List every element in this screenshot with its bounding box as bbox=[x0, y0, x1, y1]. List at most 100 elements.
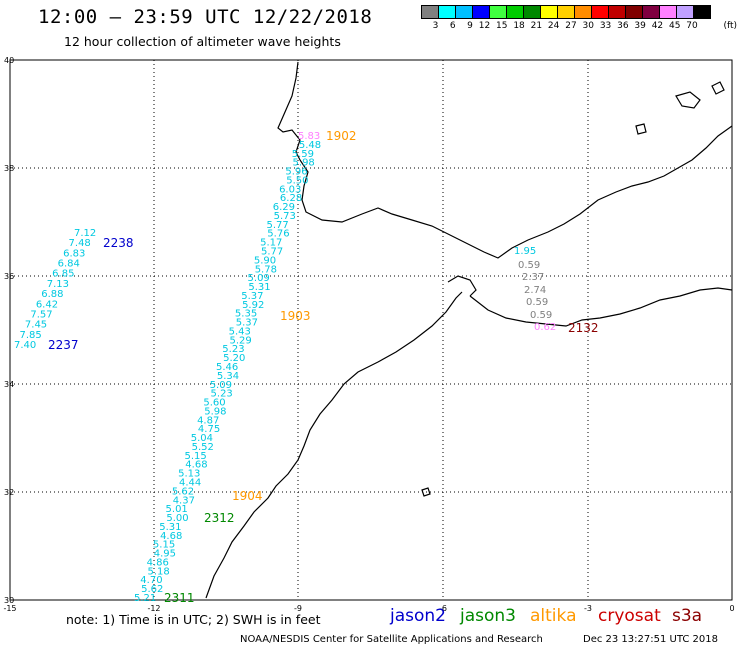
satellite-name: cryosat bbox=[598, 606, 661, 626]
swh-value-label: 5.37 bbox=[236, 318, 258, 329]
swh-value-label: 7.45 bbox=[25, 320, 47, 331]
swh-value-label: 5.01 bbox=[166, 504, 188, 515]
swh-value-label: 5.83 bbox=[298, 131, 320, 142]
swh-value-label: 5.17 bbox=[260, 238, 282, 249]
swh-value-label: 5.15 bbox=[153, 540, 175, 551]
swh-value-label: 4.86 bbox=[147, 557, 169, 568]
satellite-name: altika bbox=[530, 606, 577, 626]
swh-value-label: 5.20 bbox=[223, 353, 245, 364]
legend-label: 70 bbox=[686, 21, 698, 31]
swh-value-label: 7.13 bbox=[47, 279, 69, 290]
swh-value-label: 5.90 bbox=[254, 255, 276, 266]
swh-value-label: 6.29 bbox=[273, 202, 295, 213]
swh-value-label: 5.62 bbox=[141, 584, 163, 595]
legend-label: 27 bbox=[565, 21, 577, 31]
swh-value-label: 7.57 bbox=[30, 309, 52, 320]
lon-tick-label: -3 bbox=[584, 604, 592, 613]
swh-value-label: 5.31 bbox=[159, 522, 181, 533]
legend-label: 9 bbox=[467, 21, 473, 31]
swh-value-label: 5.23 bbox=[222, 344, 244, 355]
lat-tick-label: 40 bbox=[4, 56, 14, 65]
africa-coast bbox=[205, 291, 463, 599]
swh-value-label: 0.59 bbox=[530, 310, 552, 321]
track-time-label: 2238 bbox=[103, 236, 134, 250]
legend-label: 33 bbox=[599, 21, 612, 31]
swh-value-label: 4.68 bbox=[185, 460, 207, 471]
swh-value-label: 5.37 bbox=[241, 291, 263, 302]
swh-value-label: 1.95 bbox=[514, 246, 536, 257]
swh-value-label: 0.62 bbox=[534, 322, 556, 333]
swh-value-label: 0.59 bbox=[518, 260, 540, 271]
swh-value-label: 5.29 bbox=[229, 335, 251, 346]
satellite-name: jason3 bbox=[460, 606, 516, 626]
swh-value-label: 5.98 bbox=[293, 158, 315, 169]
lat-tick-label: 34 bbox=[4, 380, 14, 389]
swh-value-label: 5.15 bbox=[184, 451, 206, 462]
swh-value-label: 5.96 bbox=[285, 167, 307, 178]
track-time-label: 1903 bbox=[280, 309, 311, 323]
swh-value-label: 4.37 bbox=[173, 495, 195, 506]
lon-tick-label: -15 bbox=[3, 604, 16, 613]
axis-ticks: -15 -12 -9 -6 -3 0 40 38 36 34 32 30 bbox=[3, 56, 734, 613]
legend-labels: 3 6 9 12 15 18 21 24 27 30 33 36 39 42 45 70 (ft) bbox=[421, 21, 737, 31]
swh-value-label: 7.12 bbox=[74, 228, 96, 239]
lon-tick-label: -6 bbox=[439, 604, 447, 613]
swh-value-label: 5.00 bbox=[166, 513, 188, 524]
swh-value-label: 5.78 bbox=[255, 264, 277, 275]
swh-value-label: 5.13 bbox=[178, 469, 200, 480]
swh-value-label: 7.48 bbox=[69, 238, 91, 249]
lat-tick-label: 30 bbox=[4, 596, 14, 605]
legend-label: 24 bbox=[547, 21, 560, 31]
swh-value-label: 5.92 bbox=[242, 300, 264, 311]
coastline bbox=[205, 61, 733, 599]
swh-value-label: 4.44 bbox=[179, 478, 201, 489]
swh-value-label: 5.21 bbox=[134, 593, 156, 604]
swh-value-label: 6.03 bbox=[279, 184, 301, 195]
legend-label: 3 bbox=[432, 21, 439, 31]
swh-value-label: 4.95 bbox=[154, 549, 176, 560]
legend-label: 30 bbox=[582, 21, 594, 31]
grid-lines bbox=[10, 60, 732, 600]
page-subtitle: 12 hour collection of altimeter wave hei… bbox=[64, 34, 341, 49]
swh-value-label: 2.74 bbox=[524, 285, 546, 296]
swh-value-label: 4.87 bbox=[197, 415, 219, 426]
satellite-name: jason2 bbox=[390, 606, 446, 626]
track-time-label: 2311 bbox=[164, 591, 195, 605]
lon-tick-label: -12 bbox=[147, 604, 160, 613]
map-frame bbox=[9, 59, 733, 601]
strait-gibraltar bbox=[447, 275, 477, 297]
swh-value-label: 2.37 bbox=[522, 272, 544, 283]
legend-label: 42 bbox=[651, 21, 664, 31]
swh-value-label: 6.42 bbox=[36, 299, 58, 310]
note-text: note: 1) Time is in UTC; 2) SWH is in fe… bbox=[66, 612, 321, 627]
swh-value-label: 6.85 bbox=[52, 269, 74, 280]
altimeter-tracks: 5.835.485.595.985.965.506.036.286.295.73… bbox=[14, 129, 599, 605]
swh-value-label: 5.48 bbox=[299, 140, 321, 151]
swh-value-label: 5.77 bbox=[266, 220, 288, 231]
legend-swatch bbox=[693, 5, 711, 19]
legend-label: 18 bbox=[513, 21, 525, 31]
swh-value-label: 5.59 bbox=[292, 149, 314, 160]
swh-value-label: 7.85 bbox=[19, 330, 41, 341]
swh-value-label: 5.50 bbox=[286, 175, 308, 186]
lat-tick-label: 32 bbox=[4, 488, 14, 497]
island bbox=[421, 487, 431, 497]
swh-value-label: 6.84 bbox=[58, 259, 80, 270]
swh-value-label: 5.76 bbox=[267, 229, 289, 240]
mediterranean-south-coast bbox=[469, 287, 733, 327]
swh-value-label: 5.60 bbox=[203, 398, 225, 409]
swh-value-label: 5.77 bbox=[261, 247, 283, 258]
swh-value-label: 5.04 bbox=[191, 433, 213, 444]
satellite-name: s3a bbox=[672, 606, 703, 626]
legend-label: 39 bbox=[634, 21, 646, 31]
track-time-label: 2132 bbox=[568, 321, 599, 335]
swh-value-label: 0.59 bbox=[526, 297, 548, 308]
swh-value-label: 5.18 bbox=[147, 566, 169, 577]
legend-label: 21 bbox=[530, 21, 543, 31]
swh-value-label: 5.52 bbox=[192, 442, 214, 453]
swh-value-label: 7.40 bbox=[14, 340, 36, 351]
swh-value-label: 5.98 bbox=[204, 406, 226, 417]
track-time-label: 2312 bbox=[204, 511, 235, 525]
iberia-coast bbox=[277, 61, 733, 259]
